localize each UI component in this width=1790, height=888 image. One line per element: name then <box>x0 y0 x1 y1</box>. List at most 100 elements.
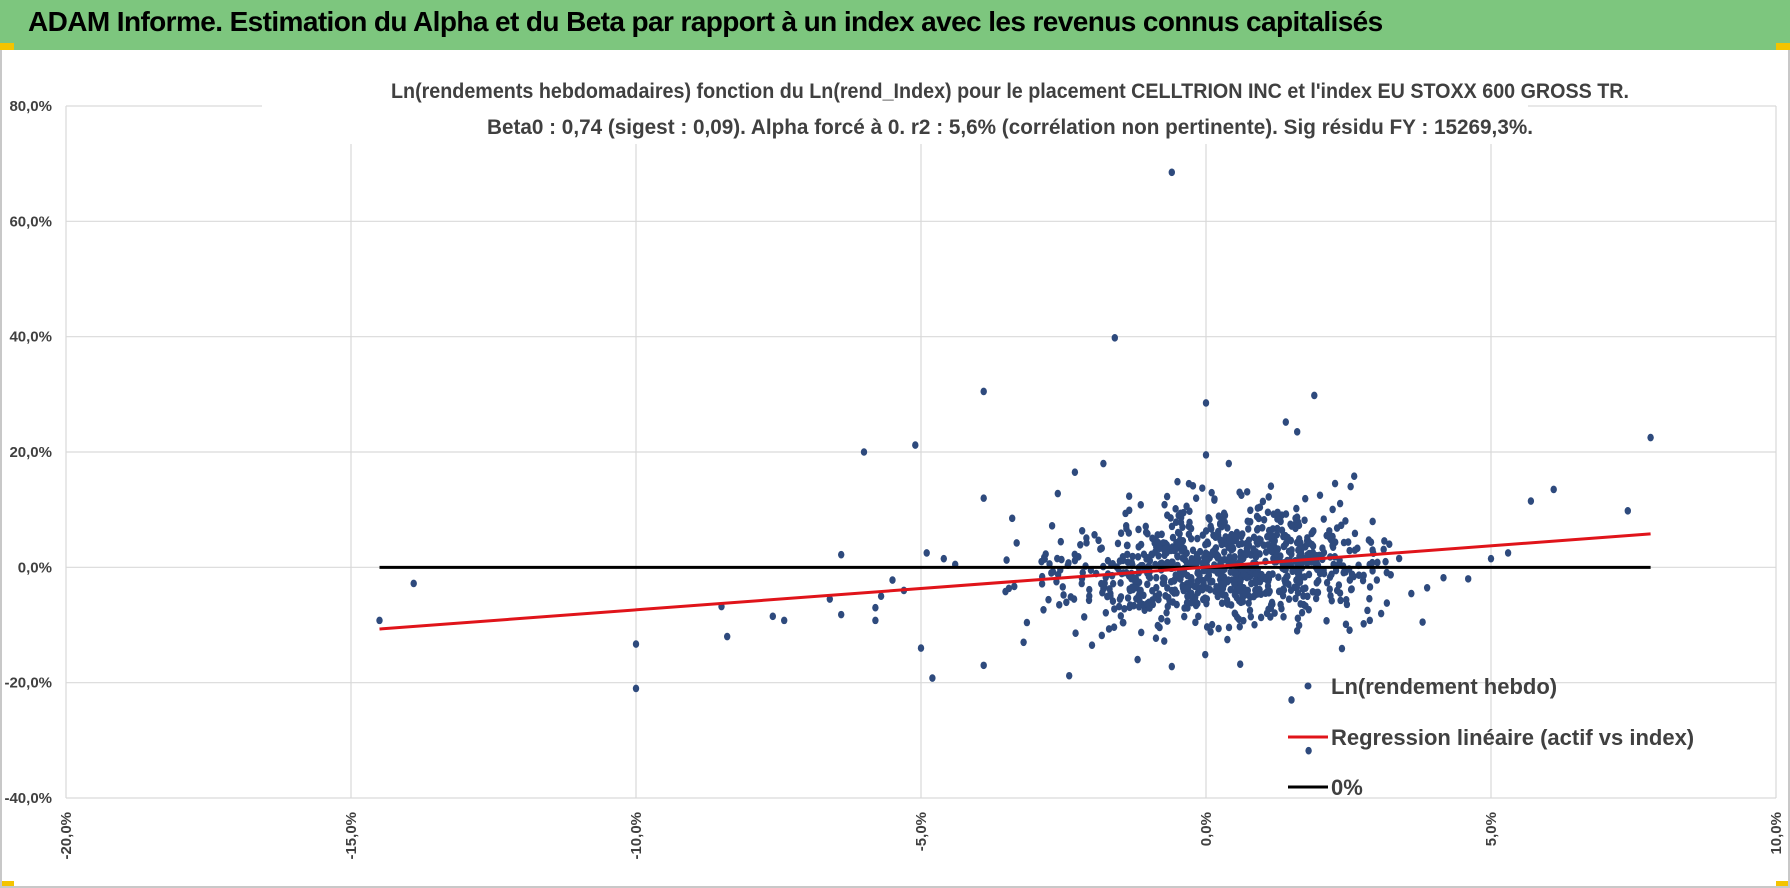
data-point <box>1294 428 1301 436</box>
data-point <box>1206 515 1213 524</box>
data-point <box>1253 526 1261 534</box>
data-point <box>1351 472 1358 481</box>
data-point <box>1135 602 1143 611</box>
data-point <box>1304 592 1311 601</box>
data-point <box>1072 629 1079 637</box>
data-point <box>1126 601 1134 609</box>
data-point <box>1186 507 1193 515</box>
data-point <box>1329 505 1336 514</box>
data-point <box>1230 557 1238 566</box>
data-point <box>1282 418 1290 426</box>
data-point <box>1153 583 1160 592</box>
data-point <box>1038 580 1046 588</box>
data-point <box>838 550 845 559</box>
data-point <box>1181 604 1188 612</box>
y-tick-label: -40,0% <box>4 790 52 807</box>
data-point <box>1282 577 1290 585</box>
data-point <box>1184 584 1192 592</box>
data-point <box>1117 529 1125 537</box>
data-point <box>1292 594 1299 603</box>
data-point <box>1124 541 1131 550</box>
data-point <box>1267 601 1275 609</box>
data-point <box>1107 592 1114 600</box>
data-point <box>1192 494 1200 502</box>
data-point <box>1111 334 1119 342</box>
data-point <box>1360 619 1367 628</box>
data-point <box>1351 546 1359 554</box>
data-point <box>1057 537 1065 546</box>
data-point <box>1179 584 1187 592</box>
data-point <box>1208 620 1216 629</box>
data-point <box>1048 569 1055 577</box>
data-point <box>1081 613 1088 621</box>
data-point <box>632 640 640 648</box>
data-point <box>1095 536 1102 545</box>
data-point <box>1377 609 1385 618</box>
data-point <box>1138 628 1145 637</box>
data-point <box>1343 600 1351 609</box>
data-point <box>1144 599 1151 608</box>
data-point <box>1342 620 1350 629</box>
data-point <box>1174 552 1181 561</box>
data-point <box>940 554 947 563</box>
data-point <box>1323 578 1331 587</box>
data-point <box>1280 613 1287 621</box>
data-point <box>1193 559 1200 568</box>
data-point <box>1269 570 1276 578</box>
data-point <box>1086 585 1093 594</box>
data-point <box>1119 618 1127 627</box>
data-point <box>1295 573 1302 582</box>
data-point <box>1247 506 1254 515</box>
data-point <box>1264 582 1272 590</box>
data-point <box>1423 583 1431 592</box>
data-point <box>1189 482 1197 490</box>
data-point <box>1070 595 1078 603</box>
data-point <box>1063 598 1070 607</box>
data-point <box>1172 571 1179 579</box>
data-point <box>1158 530 1165 539</box>
x-tick-label: 10,0% <box>1768 812 1785 855</box>
data-point <box>838 610 845 619</box>
data-point <box>1106 585 1113 593</box>
data-point <box>1172 518 1180 527</box>
data-point <box>1078 579 1085 588</box>
data-point <box>1181 612 1188 621</box>
tick-labels: -40,0% -20,0% 0,0% 20,0% 40,0% 60,0% 80,0% -20,… <box>4 98 1785 860</box>
data-point <box>1155 590 1163 598</box>
data-point <box>1504 549 1512 557</box>
data-point <box>1202 540 1209 549</box>
data-point <box>1338 644 1346 653</box>
data-point <box>1097 545 1104 553</box>
data-point <box>1155 552 1162 560</box>
data-point <box>1275 573 1282 581</box>
data-point <box>1419 618 1426 626</box>
data-point <box>1042 550 1049 558</box>
corner-marker-right <box>1776 43 1790 50</box>
x-tick-label: 5,0% <box>1483 812 1500 846</box>
data-point <box>1195 612 1202 621</box>
data-point <box>1323 617 1330 625</box>
legend-marker-points <box>1304 682 1312 690</box>
data-point <box>1077 540 1084 549</box>
data-point <box>1125 492 1133 501</box>
data-point <box>781 616 788 625</box>
data-point <box>1129 552 1136 561</box>
data-point <box>1185 522 1192 531</box>
data-point <box>1240 616 1247 625</box>
data-point <box>1157 559 1164 568</box>
data-point <box>1142 522 1149 531</box>
data-point <box>1315 576 1322 585</box>
data-point <box>1167 514 1174 522</box>
data-point <box>1260 515 1268 524</box>
data-point <box>1527 497 1535 505</box>
data-point <box>1079 568 1086 577</box>
data-point <box>1137 501 1144 509</box>
scatter-points <box>376 168 1654 755</box>
data-point <box>1164 602 1171 611</box>
data-point <box>1013 539 1020 547</box>
data-point <box>1312 594 1320 603</box>
data-point <box>1305 570 1313 579</box>
data-point <box>1323 531 1330 540</box>
legend-label-points: Ln(rendement hebdo) <box>1331 674 1557 699</box>
